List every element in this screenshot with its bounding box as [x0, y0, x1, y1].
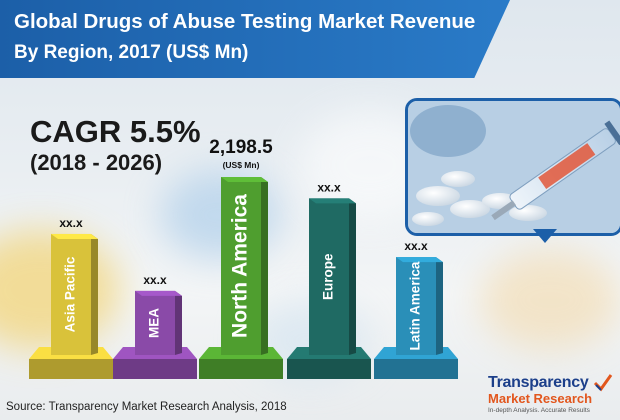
value-label-north-america: 2,198.5: [209, 137, 273, 158]
value-label-latin-america: xx.x: [404, 239, 428, 253]
bar-top-asia-pacific: [51, 233, 98, 239]
logo-tagline: In-depth Analysis. Accurate Results: [488, 407, 590, 414]
bar-top-north-america: [221, 177, 268, 182]
category-label-mea: MEA: [147, 308, 162, 338]
company-logo: Transparency Market Research In-depth An…: [488, 374, 618, 418]
bar-asia-pacific: [51, 233, 91, 355]
logo-line-1: Transparency: [488, 374, 589, 391]
bar-side-latin-america: [436, 257, 443, 355]
bar-side-asia-pacific: [91, 233, 98, 355]
bar-side-europe: [349, 198, 356, 355]
bar-base-front-north-america: [199, 359, 283, 379]
chart-title: Global Drugs of Abuse Testing Market Rev…: [14, 10, 476, 33]
category-label-latin-america: Latin America: [408, 261, 423, 350]
bar-top-mea: [135, 290, 182, 296]
chart-subtitle: By Region, 2017 (US$ Mn): [14, 42, 249, 63]
bar-latin-america: [396, 257, 436, 355]
value-label-asia-pacific: xx.x: [59, 216, 83, 230]
title-banner: Global Drugs of Abuse Testing Market Rev…: [0, 0, 510, 78]
unit-label: (US$ Mn): [223, 160, 260, 170]
value-label-europe: xx.x: [317, 180, 341, 194]
logo-check-icon: [593, 374, 613, 392]
bar-base-front-asia-pacific: [29, 359, 113, 379]
bar-north-america: [221, 177, 261, 355]
drug-testing-photo: [405, 98, 620, 236]
bar-chart: Asia Pacific xx.x MEA xx.x North America 2,19…: [29, 137, 458, 379]
bar-base-front-europe: [287, 359, 371, 379]
category-label-europe: Europe: [321, 253, 336, 300]
cagr-label: CAGR 5.5%: [30, 114, 201, 149]
logo-line-2: Market Research: [488, 391, 593, 406]
source-note: Source: Transparency Market Research Ana…: [6, 401, 287, 413]
bar-europe: [309, 198, 349, 355]
cagr-period: (2018 - 2026): [30, 150, 163, 175]
photo-callout-pointer: [533, 229, 557, 243]
bar-mea: [135, 290, 175, 355]
pills-syringe-illustration: [408, 101, 620, 233]
bar-base-front-mea: [113, 359, 197, 379]
bar-top-latin-america: [396, 257, 443, 263]
value-label-mea: xx.x: [143, 273, 167, 287]
category-label-asia-pacific: Asia Pacific: [63, 256, 78, 332]
category-label-north-america: North America: [229, 194, 252, 338]
bar-side-mea: [175, 290, 182, 355]
bar-side-north-america: [261, 177, 268, 355]
bar-top-europe: [309, 198, 356, 204]
bar-base-front-latin-america: [374, 359, 458, 379]
